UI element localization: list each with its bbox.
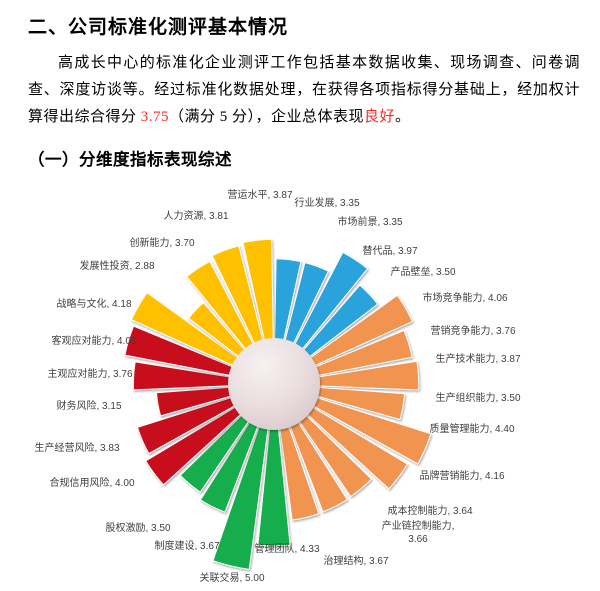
- sector-label: 行业发展, 3.35: [294, 196, 359, 209]
- paragraph-text: 。: [395, 109, 411, 125]
- subsection-title: （一）分维度指标表现综述: [28, 150, 232, 169]
- section-title: 二、公司标准化测评基本情况: [28, 17, 289, 38]
- sector-label: 生产技术能力, 3.87: [435, 352, 520, 365]
- sector-label: 股权激励, 3.50: [105, 521, 170, 534]
- sector-label: 管理团队, 4.33: [254, 542, 319, 555]
- intro-paragraph: 高成长中心的标准化企业测评工作包括基本数据收集、现场调查、问卷调查、深度访谈等。…: [28, 50, 580, 131]
- sector-label: 发展性投资, 2.88: [79, 259, 154, 272]
- rose-center-circle: [228, 338, 320, 430]
- sector-label: 合规信用风险, 4.00: [49, 476, 134, 489]
- sector-label: 生产经营风险, 3.83: [34, 441, 119, 454]
- sector-label: 质量管理能力, 4.40: [429, 422, 514, 435]
- sector-label: 生产组织能力, 3.50: [435, 391, 520, 404]
- rose-labels-group: 行业发展, 3.35 市场前景, 3.35 替代品, 3.97 产品壁垒, 3.50 市…: [34, 188, 520, 584]
- paragraph-text: （满分 5 分），企业总体表现: [169, 109, 365, 125]
- sector-label: 关联交易, 5.00: [199, 571, 264, 584]
- sector-label: 市场前景, 3.35: [337, 215, 402, 228]
- emphasis-text: 3.75: [140, 109, 170, 125]
- sector-label: 品牌营销能力, 4.16: [419, 469, 504, 482]
- sector-label: 治理结构, 3.67: [323, 554, 388, 567]
- emphasis-text: 良好: [364, 109, 396, 125]
- rose-sector: [212, 383, 275, 570]
- sector-label: 主观应对能力, 3.76: [47, 367, 132, 380]
- paragraph-text: 高成长中心的标准化企业测评工作包括基本数据收集、现场调查、问卷调查、深度访谈等。…: [28, 55, 580, 125]
- sector-label: 战略与文化, 4.18: [56, 297, 131, 310]
- sector-label: 替代品, 3.97: [362, 244, 417, 257]
- sector-label: 成本控制能力, 3.64: [387, 504, 472, 517]
- sector-label: 营销竞争能力, 3.76: [430, 324, 515, 337]
- sector-label: 制度建设, 3.67: [154, 539, 219, 552]
- sector-label: 产品壁垒, 3.50: [390, 265, 455, 278]
- sector-label: 人力资源, 3.81: [163, 209, 228, 222]
- sector-label: 市场竞争能力, 4.06: [422, 291, 507, 304]
- sector-label: 营运水平, 3.87: [227, 188, 292, 201]
- sector-label: 创新能力, 3.70: [129, 236, 194, 249]
- rose-sector: [257, 383, 291, 547]
- sector-label: 产业链控制能力, 3.66: [382, 519, 455, 545]
- sector-label: 客观应对能力, 4.06: [51, 334, 136, 347]
- sector-label: 财务风险, 3.15: [56, 399, 121, 412]
